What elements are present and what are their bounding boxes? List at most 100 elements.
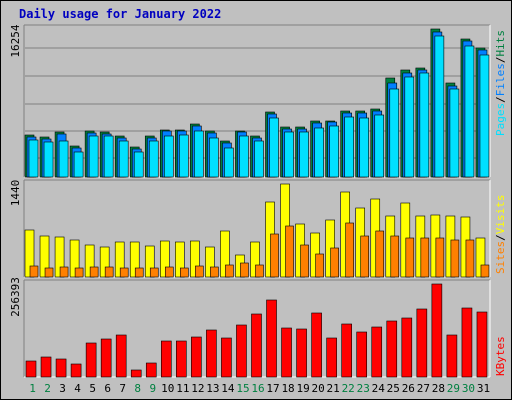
sites-bar [134, 267, 144, 278]
pages-bar [118, 140, 129, 178]
sites-bar [375, 230, 385, 278]
legend-pages: Pages [494, 103, 507, 136]
visits-bar [205, 246, 215, 278]
day-label-15: 15 [236, 382, 249, 395]
sites-bar [450, 239, 460, 278]
sites-bar [270, 233, 279, 278]
sites-bar [420, 237, 430, 278]
day-label-22: 22 [342, 382, 355, 395]
sites-bar [149, 267, 159, 278]
pages-bar [419, 72, 430, 178]
kbytes-bar [206, 329, 217, 378]
pages-bar [209, 137, 219, 178]
sites-bar [210, 266, 219, 278]
day-label-31: 31 [477, 382, 490, 395]
kbytes-bar [386, 320, 398, 378]
pages-bar [58, 140, 69, 178]
kbytes-bar [281, 327, 292, 378]
pages-bar [479, 54, 490, 178]
sites-bar [315, 253, 324, 278]
day-label-9: 9 [149, 382, 156, 395]
day-label-29: 29 [447, 382, 460, 395]
pages-bar [344, 116, 354, 178]
sites-bar [195, 265, 204, 278]
visits-bar [250, 241, 260, 278]
sites-bar [44, 267, 54, 278]
day-label-3: 3 [59, 382, 66, 395]
sites-bar [360, 235, 370, 278]
legend-sites-visits: Sites/Visits [494, 195, 507, 275]
day-label-27: 27 [417, 382, 430, 395]
kbytes-bar [266, 299, 277, 378]
pages-bar [103, 135, 114, 178]
visits-bar [114, 241, 125, 278]
pages-bar [224, 147, 234, 178]
day-label-10: 10 [161, 382, 174, 395]
kbytes-bar [85, 342, 97, 378]
day-label-19: 19 [296, 382, 309, 395]
visits-bar [129, 241, 140, 278]
sites-bar [104, 266, 114, 278]
pages-bar [404, 76, 415, 178]
sites-bar [285, 225, 294, 278]
legend-separator: / [494, 57, 507, 64]
hits-max-label: 16254 [9, 24, 22, 57]
visits-bar [54, 236, 65, 278]
kbytes-bar [25, 360, 37, 378]
visits-bar [69, 239, 80, 278]
sites-bar [240, 262, 249, 278]
sites-bar [29, 265, 39, 278]
sites-bar [330, 247, 339, 278]
kbytes-bar [145, 362, 157, 378]
kbytes-bar [160, 340, 172, 378]
legend-separator: / [494, 96, 507, 103]
day-label-7: 7 [119, 382, 126, 395]
pages-bar [359, 117, 370, 178]
day-label-6: 6 [104, 382, 111, 395]
sites-bar [59, 266, 69, 278]
sites-bar [435, 237, 445, 278]
sites-bar [300, 244, 309, 278]
pages-bar [389, 88, 400, 178]
day-label-11: 11 [176, 382, 189, 395]
kbytes-bar [221, 337, 232, 378]
day-label-14: 14 [221, 382, 235, 395]
sites-bar [164, 266, 174, 278]
pages-bar [133, 151, 144, 178]
kbytes-bar [236, 324, 247, 378]
day-label-28: 28 [432, 382, 445, 395]
day-label-20: 20 [312, 382, 325, 395]
day-label-25: 25 [387, 382, 400, 395]
visits-bar [84, 244, 95, 278]
day-label-12: 12 [191, 382, 204, 395]
legend-pages-files-hits: Pages/Files/Hits [494, 30, 507, 136]
kbytes-bar [476, 311, 488, 378]
day-label-26: 26 [402, 382, 415, 395]
visits-bar [475, 237, 486, 278]
pages-bar [329, 125, 339, 178]
sites-bar [480, 264, 490, 278]
pages-bar [163, 135, 174, 178]
visits-bar [144, 245, 155, 278]
day-label-18: 18 [281, 382, 294, 395]
kbytes-bar [401, 317, 413, 378]
pages-bar [374, 114, 385, 178]
kbytes-bar [55, 358, 67, 378]
legend-kbytes: KBytes [494, 336, 507, 376]
kbytes-bar [431, 283, 443, 378]
day-label-21: 21 [327, 382, 340, 395]
pages-bar [88, 135, 99, 178]
pages-bar [43, 141, 54, 178]
pages-bar [464, 45, 475, 178]
kbytes-bar [311, 312, 322, 378]
pages-bar [179, 134, 189, 178]
sites-bar [89, 266, 99, 278]
legend-visits: Visits [494, 195, 507, 235]
visits-bar [190, 240, 200, 278]
pages-bar [434, 35, 445, 178]
legend-hits: Hits [494, 30, 507, 57]
pages-bar [73, 151, 84, 178]
sites-bar [390, 235, 400, 278]
sites-bar [119, 267, 129, 278]
